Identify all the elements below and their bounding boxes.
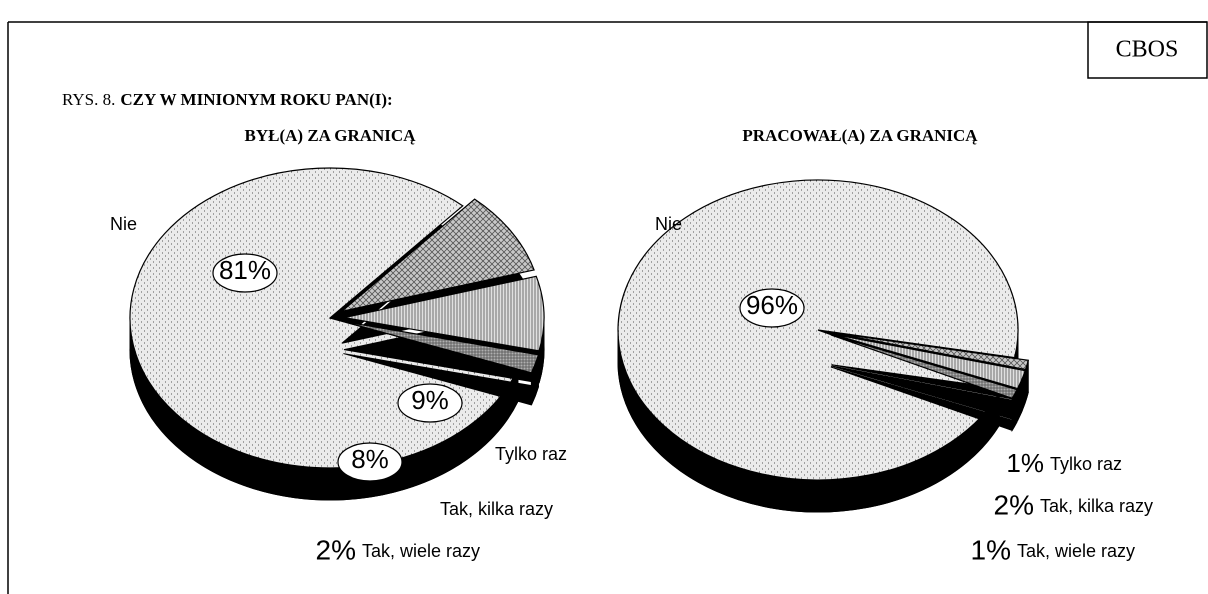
- slice: [830, 334, 1018, 400]
- value-label: 81%: [219, 255, 271, 285]
- slice: [617, 179, 1019, 481]
- value-label: 1%: [971, 534, 1011, 565]
- value-label: 9%: [411, 385, 449, 415]
- slice: [831, 332, 1030, 371]
- source-box: [1087, 21, 1208, 79]
- category-label: Tak, kilka razy: [1040, 496, 1153, 516]
- slice: [343, 275, 545, 352]
- value-oval: [739, 288, 805, 328]
- figure-heading: RYS. 8. CZY W MINIONYM ROKU PAN(I):: [62, 90, 393, 109]
- value-label: 2%: [316, 534, 356, 565]
- value-label: 96%: [746, 290, 798, 320]
- category-label: Tylko raz: [1050, 454, 1122, 474]
- category-label: Tak, kilka razy: [440, 499, 553, 519]
- slice: [343, 320, 540, 374]
- figure-question: CZY W MINIONYM ROKU PAN(I):: [120, 90, 392, 109]
- frame: [7, 21, 1208, 594]
- value-label: 2%: [994, 489, 1034, 520]
- value-label: 1%: [1006, 448, 1044, 478]
- category-label: Tylko raz: [495, 444, 567, 464]
- source: CBOS: [1116, 37, 1179, 63]
- figure-number: RYS. 8.: [62, 90, 115, 109]
- slice: [341, 198, 535, 312]
- value-label: 8%: [351, 444, 389, 474]
- category-label: Tak, wiele razy: [362, 541, 480, 561]
- value-oval: [397, 383, 463, 423]
- pie-title: BYŁ(A) ZA GRANICĄ: [245, 126, 417, 145]
- pie-title: PRACOWAŁ(A) ZA GRANICĄ: [742, 126, 978, 145]
- category-label: Nie: [110, 214, 137, 234]
- category-label: Tak, wiele razy: [1017, 541, 1135, 561]
- slice: [831, 333, 1027, 390]
- value-oval: [212, 253, 278, 293]
- value-oval: [337, 442, 403, 482]
- category-label: Nie: [655, 214, 682, 234]
